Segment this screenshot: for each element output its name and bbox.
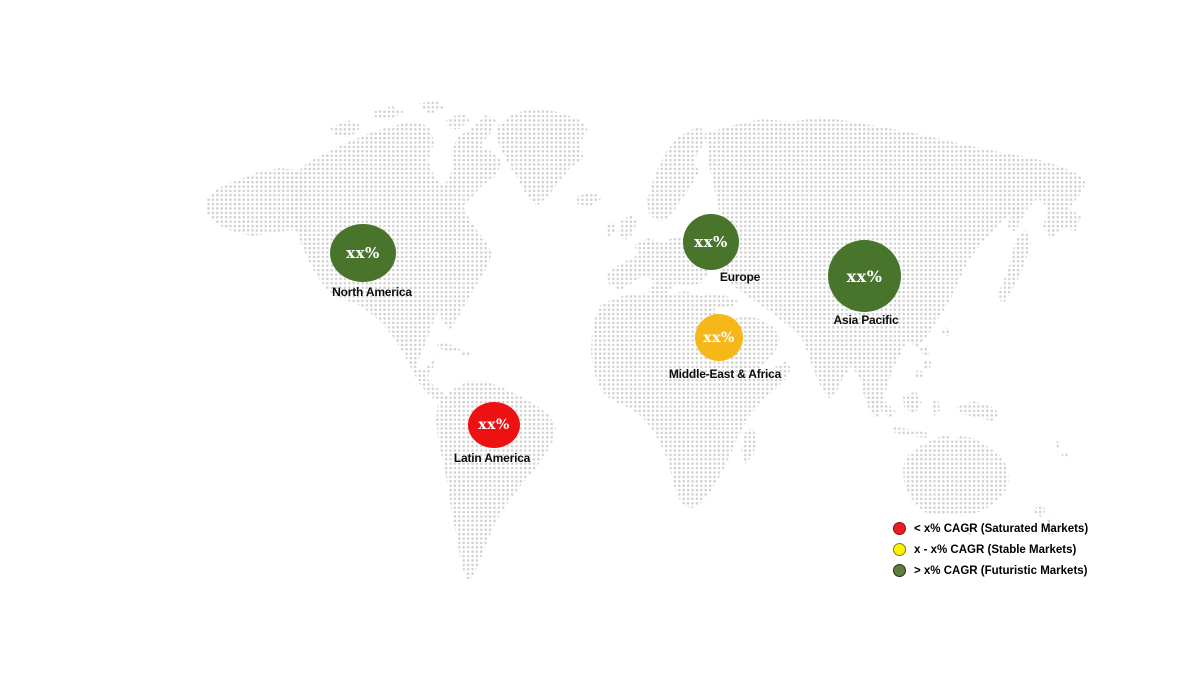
landmass-alaska (206, 168, 309, 236)
region-label-latin-america: Latin America (453, 451, 531, 465)
legend-item-stable: x - x% CAGR (Stable Markets) (893, 543, 1088, 556)
landmass-caribbean (437, 342, 471, 357)
landmass-arctic-islands (330, 100, 470, 136)
legend-dot-futuristic-icon (893, 564, 906, 577)
region-value-europe: xx% (694, 233, 728, 251)
legend-dot-stable-icon (893, 543, 906, 556)
landmass-south-america (436, 381, 556, 582)
landmass-indonesia (868, 391, 1000, 438)
legend-label-saturated: < x% CAGR (Saturated Markets) (914, 522, 1089, 535)
landmass-japan (997, 204, 1031, 304)
region-bubble-north-america: xx% (330, 224, 396, 282)
landmass-europe (605, 127, 716, 304)
region-bubble-europe: xx% (683, 214, 739, 270)
legend-item-futuristic: > x% CAGR (Futuristic Markets) (893, 564, 1088, 577)
region-label-middle-east-africa: Middle-East & Africa (668, 367, 782, 381)
legend-dot-saturated-icon (893, 522, 906, 535)
region-value-asia-pacific: xx% (846, 266, 883, 286)
region-label-europe: Europe (719, 270, 761, 284)
region-value-latin-america: xx% (478, 417, 510, 433)
legend-item-saturated: < x% CAGR (Saturated Markets) (893, 522, 1088, 535)
landmass-greenland (496, 108, 601, 207)
region-value-middle-east-africa: xx% (703, 329, 735, 346)
legend-label-futuristic: > x% CAGR (Futuristic Markets) (914, 564, 1088, 577)
landmass-oceania (903, 434, 1068, 537)
region-label-asia-pacific: Asia Pacific (833, 313, 899, 327)
region-bubble-latin-america: xx% (468, 402, 520, 448)
region-bubble-middle-east-africa: xx% (695, 314, 743, 361)
landmass-africa (591, 291, 791, 509)
region-value-north-america: xx% (346, 244, 380, 262)
landmass-philippines (915, 327, 951, 379)
legend-label-stable: x - x% CAGR (Stable Markets) (914, 543, 1077, 556)
cagr-legend: < x% CAGR (Saturated Markets) x - x% CAG… (893, 522, 1088, 585)
region-bubble-asia-pacific: xx% (828, 240, 901, 312)
region-label-north-america: North America (332, 285, 412, 299)
